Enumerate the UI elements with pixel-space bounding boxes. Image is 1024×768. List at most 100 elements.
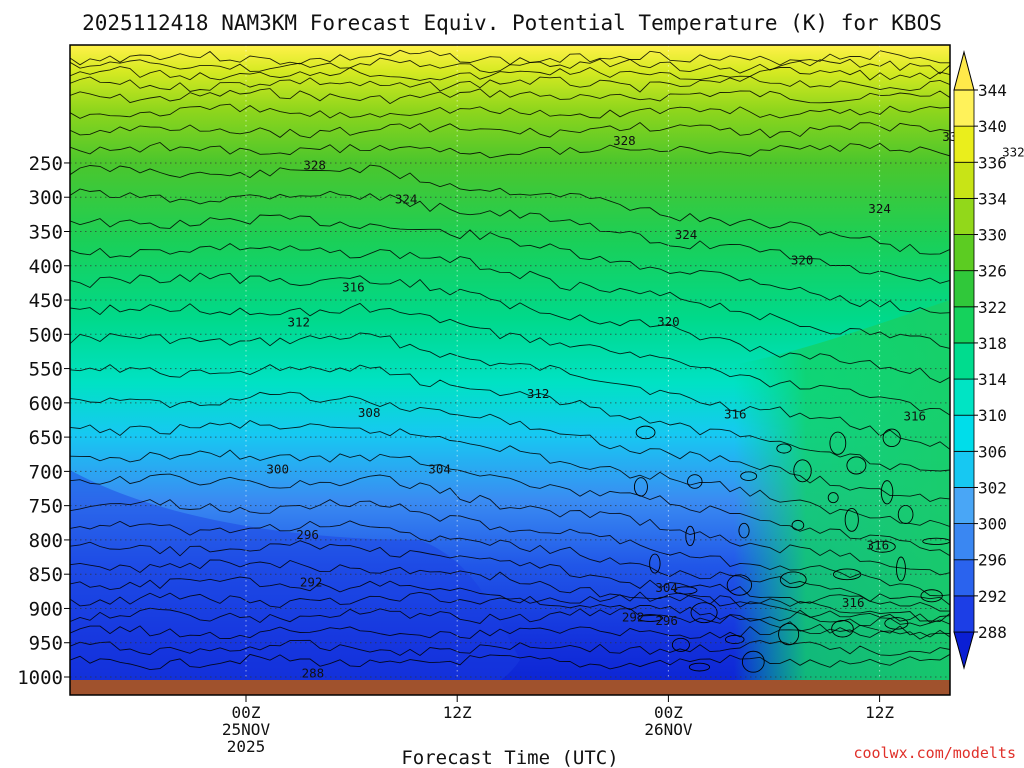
contour-cell-19 [635, 425, 656, 440]
colorbar-label: 296 [978, 551, 1007, 570]
colorbar-label: 288 [978, 623, 1007, 642]
contour-cell-0 [671, 637, 690, 652]
y-tick-label: 600 [29, 393, 63, 415]
contour-cell-25 [637, 614, 663, 622]
contour-line-9 [70, 188, 950, 284]
contour-cell-4 [776, 443, 792, 454]
contour-line-4 [70, 88, 950, 105]
contour-cell-30 [690, 602, 718, 624]
colorbar-swatch-292 [953, 559, 975, 597]
contour-cell-1 [920, 589, 943, 603]
y-tick-label: 850 [29, 564, 63, 586]
contour-label: 316 [867, 537, 890, 552]
colorbar-swatch-322 [953, 270, 975, 308]
colorbar-label: 326 [978, 262, 1007, 281]
contour-cell-24 [688, 662, 711, 672]
contour-label: 288 [302, 666, 325, 681]
y-tick-label: 750 [29, 496, 63, 518]
contour-label: 324 [395, 191, 418, 206]
y-tick-label: 900 [29, 598, 63, 620]
contour-label: 328 [303, 158, 326, 173]
y-tick-label: 650 [29, 427, 63, 449]
contour-label: 292 [300, 574, 323, 589]
x-axis-label: Forecast Time (UTC) [401, 747, 618, 768]
contour-label: 328 [613, 133, 636, 148]
contour-line-10 [70, 214, 950, 314]
contour-line-1 [70, 57, 950, 75]
x-tick-label: 2025 [227, 737, 266, 756]
contour-label: 292 [622, 609, 645, 624]
contour-cell-2 [869, 540, 896, 553]
contour-label: 304 [655, 580, 678, 595]
contour-line-29 [70, 653, 950, 671]
y-tick-label: 950 [29, 633, 63, 655]
contour-line-11 [70, 242, 950, 349]
y-tick-label: 500 [29, 324, 63, 346]
contour-line-3 [70, 75, 950, 93]
contour-cell-20 [884, 617, 909, 630]
contour-cell-15 [831, 620, 854, 638]
contour-line-24 [70, 576, 950, 638]
colorbar-swatch-306 [953, 414, 975, 452]
plot-frame [69, 44, 951, 696]
contour-cell-9 [829, 431, 847, 455]
colorbar-swatch-336 [953, 125, 975, 163]
contour-label: 296 [296, 527, 319, 542]
contour-cell-5 [724, 634, 745, 645]
colorbar-label: 330 [978, 226, 1007, 245]
colorbar-low-arrow [953, 631, 975, 670]
contour-label: 296 [655, 613, 678, 628]
contour-cell-27 [844, 507, 859, 532]
contour-line-26 [70, 607, 950, 624]
chart-title: 2025112418 NAM3KM Forecast Equiv. Potent… [82, 11, 942, 35]
colorbar-label: 314 [978, 370, 1007, 389]
contour-line-28 [70, 639, 950, 657]
contour-line-8 [70, 164, 950, 255]
x-tick-label: 12Z [865, 703, 894, 722]
colorbar: 288 292 296 300 302 306 310 314 318 322 326 330 334 3… [953, 50, 1007, 670]
contour-label: 320 [657, 314, 680, 329]
cold-dry-low-level [70, 470, 520, 695]
x-tick-label: 25NOV [222, 720, 271, 739]
colorbar-label: 306 [978, 442, 1007, 461]
contour-cell-12 [685, 525, 695, 547]
contour-cell-33 [846, 456, 867, 475]
contour-cell-31 [649, 553, 661, 574]
contour-cell-18 [687, 474, 703, 489]
colorbar-label: 334 [978, 189, 1007, 208]
contour-cell-23 [740, 471, 758, 482]
colorbar-swatch-288 [953, 595, 975, 633]
colorbar-swatch-300 [953, 487, 975, 525]
contour-label: 316 [842, 595, 865, 610]
contour-cell-6 [673, 586, 698, 595]
y-tick-label: 300 [29, 187, 63, 209]
gridlines [70, 45, 950, 695]
colorbar-high-arrow [953, 50, 975, 91]
contour-line-19 [70, 473, 950, 576]
contour-line-18 [70, 449, 950, 557]
contour-cell-13 [633, 477, 648, 497]
contour-label: 324 [675, 227, 698, 242]
contour-cell-8 [880, 480, 894, 505]
colorbar-label: 292 [978, 587, 1007, 606]
contour-line-21 [70, 520, 950, 612]
contour-label: 316 [342, 280, 365, 295]
contour-label: 332 [1002, 145, 1024, 160]
contour-cell-22 [791, 519, 805, 531]
contour-line-17 [70, 419, 950, 528]
y-tick-label: 700 [29, 461, 63, 483]
contour-cell-14 [882, 428, 901, 448]
contour-label: 304 [428, 461, 451, 476]
x-tick-label: 00Z [654, 703, 683, 722]
colorbar-swatch-334 [953, 161, 975, 199]
y-tick-label: 800 [29, 530, 63, 552]
colorbar-swatch-296 [953, 523, 975, 561]
contour-label: 308 [358, 405, 381, 420]
colorbar-label: 310 [978, 406, 1007, 425]
contour-cell-16 [779, 571, 807, 588]
contour-cell-26 [896, 556, 906, 582]
y-tick-label: 550 [29, 359, 63, 381]
contour-cell-10 [778, 622, 800, 646]
contour-line-20 [70, 499, 950, 597]
